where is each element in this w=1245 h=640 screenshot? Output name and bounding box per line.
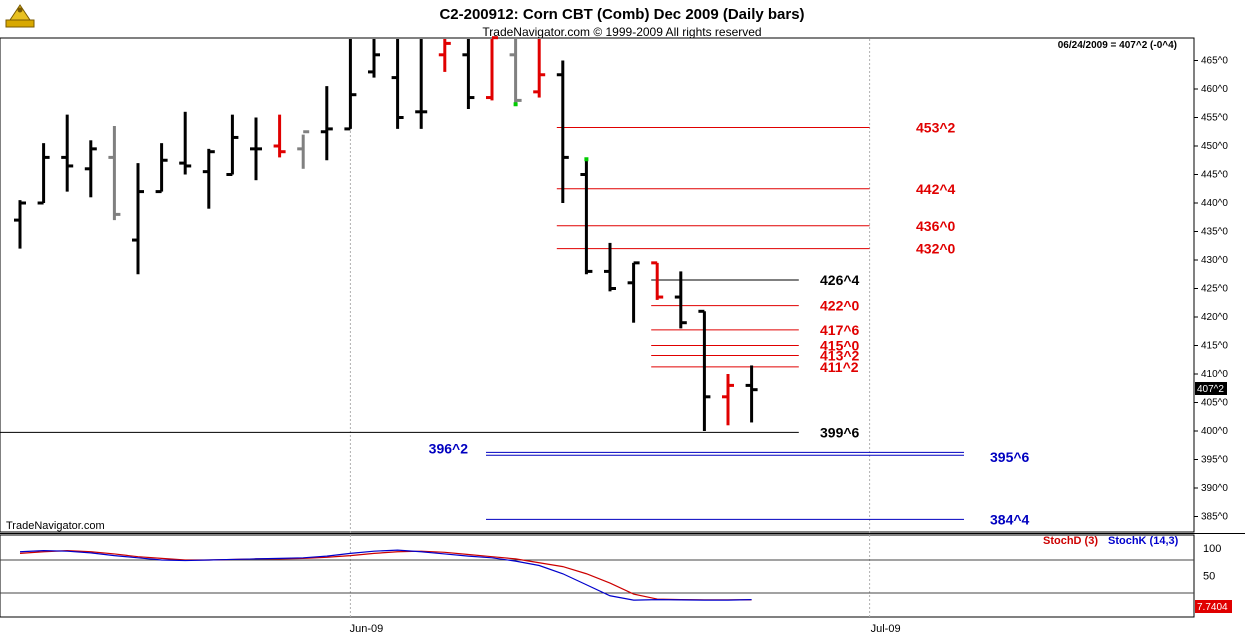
ohlc-bar <box>391 39 404 129</box>
y-tick-label: 390^0 <box>1201 483 1228 494</box>
ohlc-bar <box>486 36 498 101</box>
sextant-icon <box>5 4 35 28</box>
level-label: 415^0 <box>820 338 860 354</box>
level-label: 422^0 <box>820 298 860 314</box>
ohlc-bar <box>698 309 711 431</box>
watermark: TradeNavigator.com <box>6 520 105 532</box>
ohlc-bar <box>344 39 357 131</box>
ohlc-bar <box>250 117 262 181</box>
y-tick-label: 450^0 <box>1201 141 1228 152</box>
last-readout: 06/24/2009 = 407^2 (-0^4) <box>1058 40 1177 51</box>
ohlc-bar <box>226 114 239 176</box>
ohlc-bar <box>132 163 144 275</box>
y-tick-label: 435^0 <box>1201 227 1228 238</box>
ohlc-bar <box>84 140 97 198</box>
ohlc-bar <box>509 39 522 104</box>
ohlc-bar <box>462 39 475 109</box>
chart-title: C2-200912: Corn CBT (Comb) Dec 2009 (Dai… <box>439 6 804 23</box>
y-tick-label: 415^0 <box>1201 341 1228 352</box>
x-tick-label: Jun-09 <box>350 623 384 635</box>
legend-stochd: StochD (3) <box>1043 535 1098 547</box>
level-label: 384^4 <box>990 511 1030 527</box>
level-label: 413^2 <box>820 347 860 363</box>
ohlc-bar <box>627 261 640 323</box>
y-tick-label: 420^0 <box>1201 312 1228 323</box>
level-label: 453^2 <box>916 119 956 135</box>
stoch-series-line <box>19 549 752 601</box>
level-label: 411^2 <box>820 359 859 375</box>
stoch-value-tag-bg <box>1195 600 1232 613</box>
ohlc-bar <box>368 39 380 78</box>
level-label: 432^0 <box>916 241 956 257</box>
last-price-tag: 407^2 <box>1197 384 1224 395</box>
y-tick-label: 440^0 <box>1201 198 1228 209</box>
level-label: 417^6 <box>820 322 860 338</box>
ohlc-bar <box>202 148 215 209</box>
y-tick-label: 405^0 <box>1201 398 1228 409</box>
stoch-tick-label: 100 <box>1203 543 1221 555</box>
ohlc-bar <box>674 271 687 329</box>
stoch-value-tag: 7.7404 <box>1197 602 1228 613</box>
logo <box>5 4 35 28</box>
ohlc-bar <box>415 39 428 129</box>
ohlc-bar <box>61 114 74 192</box>
y-tick-label: 385^0 <box>1201 512 1228 523</box>
ohlc-bar <box>722 374 734 426</box>
ohlc-bar <box>651 261 664 300</box>
level-label: 436^0 <box>916 218 956 234</box>
ohlc-bar <box>273 114 286 158</box>
ohlc-bar <box>604 242 616 292</box>
y-tick-label: 465^0 <box>1201 56 1228 67</box>
y-tick-label: 430^0 <box>1201 255 1228 266</box>
y-tick-label: 400^0 <box>1201 426 1228 437</box>
level-label: 395^6 <box>990 449 1030 465</box>
ohlc-bar <box>533 39 546 98</box>
ohlc-bar <box>179 111 192 175</box>
x-tick-label: Jul-09 <box>871 623 901 635</box>
y-tick-label: 425^0 <box>1201 284 1228 295</box>
ohlc-bar <box>556 60 569 203</box>
ohlc-bar <box>37 143 50 205</box>
y-tick-label: 410^0 <box>1201 369 1228 380</box>
ohlc-bar <box>580 160 593 275</box>
ohlc-bar <box>155 143 168 194</box>
y-tick-label: 395^0 <box>1201 455 1228 466</box>
ohlc-bar <box>438 39 451 72</box>
ohlc-bar <box>297 130 310 169</box>
stoch-tick-label: 50 <box>1203 571 1215 583</box>
ohlc-bar <box>14 200 26 249</box>
copyright-text: TradeNavigator.com © 1999-2009 All right… <box>482 25 761 39</box>
last-price-tag-bg <box>1195 382 1227 395</box>
level-label: 426^4 <box>820 272 860 288</box>
level-label: 442^4 <box>916 181 956 197</box>
level-label: 399^6 <box>820 424 860 440</box>
stochastic-panel <box>0 534 1195 618</box>
signal-marker <box>584 157 589 162</box>
y-tick-label: 455^0 <box>1201 113 1228 124</box>
y-tick-label: 460^0 <box>1201 84 1228 95</box>
signal-marker <box>513 102 518 107</box>
ohlc-bar <box>320 86 333 161</box>
level-label: 396^2 <box>429 440 469 456</box>
price-panel <box>0 37 1195 533</box>
y-tick-label: 445^0 <box>1201 170 1228 181</box>
legend-stochk: StochK (14,3) <box>1108 535 1179 547</box>
ohlc-bar <box>745 365 758 423</box>
stoch-series-line <box>19 550 752 601</box>
ohlc-bar <box>108 126 121 221</box>
